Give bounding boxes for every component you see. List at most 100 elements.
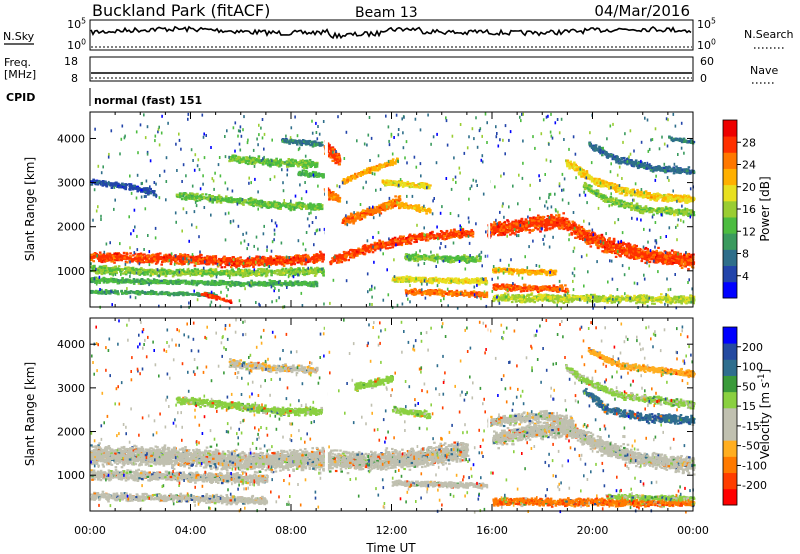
power-cell [310, 269, 313, 272]
power-cell [109, 267, 113, 270]
power-cell [318, 268, 322, 271]
power-cell [132, 254, 135, 257]
nave-tick-top: 60 [700, 55, 714, 68]
power-cell [307, 203, 311, 206]
power-cell [281, 270, 284, 273]
power-cell [145, 258, 148, 261]
power-cell [91, 265, 94, 268]
power-cell [230, 199, 233, 202]
power-cell [117, 279, 120, 283]
power-cell [115, 290, 119, 293]
power-cell [286, 256, 289, 259]
power-cell [201, 260, 205, 263]
power-cell [138, 293, 142, 296]
power-cell [149, 191, 153, 194]
power-cell [90, 290, 93, 293]
power-cell [189, 255, 193, 258]
power-cell [195, 273, 198, 276]
power-cell [271, 204, 275, 207]
power-cell [124, 290, 128, 293]
power-cell [291, 141, 295, 145]
power-cell [286, 163, 289, 166]
power-cell [271, 163, 275, 166]
power-cell [254, 283, 258, 286]
power-cell [119, 269, 122, 272]
power-cell [160, 279, 163, 282]
power-cell [143, 279, 147, 282]
freq-unit: [MHz] [4, 68, 36, 81]
power-cell [197, 271, 201, 274]
power-cell [225, 300, 228, 303]
power-cell [178, 262, 181, 265]
power-cell [239, 274, 242, 277]
power-cell [284, 280, 287, 283]
power-cell [192, 293, 195, 296]
power-cell [166, 270, 169, 273]
power-cell [123, 187, 126, 190]
power-cell [272, 257, 275, 260]
freq-frame [89, 56, 694, 82]
power-cell [336, 158, 339, 161]
power-cell [274, 203, 277, 206]
power-cell [140, 267, 143, 270]
power-cell [317, 254, 321, 257]
power-band [175, 192, 324, 212]
power-cell [316, 143, 319, 146]
power-cell [318, 143, 322, 146]
power-cell [161, 259, 165, 262]
power-cell [293, 263, 296, 266]
power-cell [309, 266, 313, 269]
power-cell [99, 260, 103, 263]
power-cell [214, 257, 218, 260]
power-cell [229, 261, 232, 264]
power-cell [97, 179, 101, 183]
power-cell [187, 269, 191, 272]
power-cell [173, 257, 176, 260]
nsky-tick-top: 105 [67, 17, 86, 31]
power-cell [98, 268, 101, 271]
power-cell [155, 293, 158, 296]
power-cell [129, 186, 132, 189]
power-cell [315, 163, 318, 166]
power-cell [221, 272, 225, 275]
power-cell [121, 268, 124, 271]
power-cell [185, 255, 189, 258]
power-cell [279, 262, 282, 265]
power-cell [273, 280, 276, 283]
power-cell [98, 251, 102, 254]
power-cell [222, 258, 226, 261]
power-cell [261, 263, 265, 266]
power-cell [154, 259, 157, 262]
power-cell [285, 161, 289, 164]
power-cell [207, 257, 211, 260]
power-cell [126, 257, 129, 260]
power-cell [181, 281, 184, 284]
power-cell [261, 271, 265, 274]
power-cell [286, 269, 289, 272]
power-cell [316, 258, 320, 261]
power-cell [280, 269, 284, 272]
power-cell [294, 268, 297, 271]
power-cell [113, 261, 116, 264]
power-cell [202, 195, 206, 199]
power-cell [167, 260, 170, 263]
power-cell [242, 265, 245, 268]
power-cell [143, 271, 147, 274]
power-cell [182, 262, 186, 265]
power-cell [240, 262, 244, 266]
power-cell [193, 193, 197, 196]
power-cell [171, 280, 175, 283]
power-cell [315, 282, 318, 286]
power-cell [203, 282, 207, 285]
power-cell [141, 282, 145, 285]
power-cell [227, 271, 230, 275]
power-cell [110, 280, 113, 283]
power-cell [226, 270, 230, 273]
power-cell [279, 273, 282, 276]
power-cell [180, 273, 184, 276]
power-cell [102, 265, 106, 268]
power-cell [300, 262, 303, 266]
power-cell [149, 292, 153, 295]
power-cell [296, 270, 300, 273]
power-cell [281, 256, 284, 259]
